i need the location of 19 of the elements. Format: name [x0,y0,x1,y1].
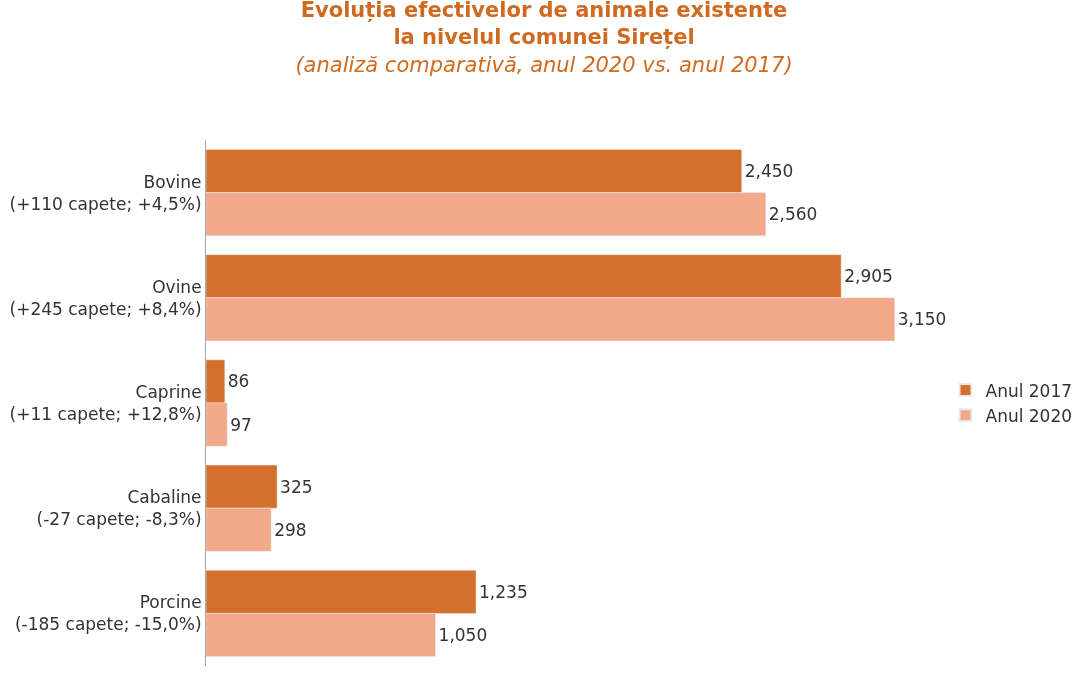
y-tick-label: Caprine (+11 capete; +12,8%) [9,381,202,424]
data-label: 86 [227,371,250,392]
y-tick-label: Porcine (-185 capete; -15,0%) [14,592,202,635]
data-label: 2,450 [744,161,794,182]
chart-title: Evoluția efectivelor de animale existente la nivelul comunei Sirețel [300,0,788,51]
data-label: 2,905 [844,266,893,287]
data-label: 3,150 [897,309,947,330]
data-label: 1,235 [479,581,528,602]
legend-label: Anul 2017 [985,380,1073,401]
data-label: 2,560 [768,204,818,225]
y-tick-label: Bovine (+110 capete; +4,5%) [9,171,202,214]
data-label: 298 [274,519,307,540]
y-tick-label: Ovine (+245 capete; +8,4%) [9,276,202,319]
y-tick-label: Cabaline (-27 capete; -8,3%) [36,487,202,530]
legend-label: Anul 2020 [985,405,1073,426]
data-label: 1,050 [438,624,488,645]
data-label: 325 [280,476,313,497]
chart-subtitle: (analiză comparativă, anul 2020 vs. anul 2017) [295,52,793,77]
data-label: 97 [230,414,252,435]
